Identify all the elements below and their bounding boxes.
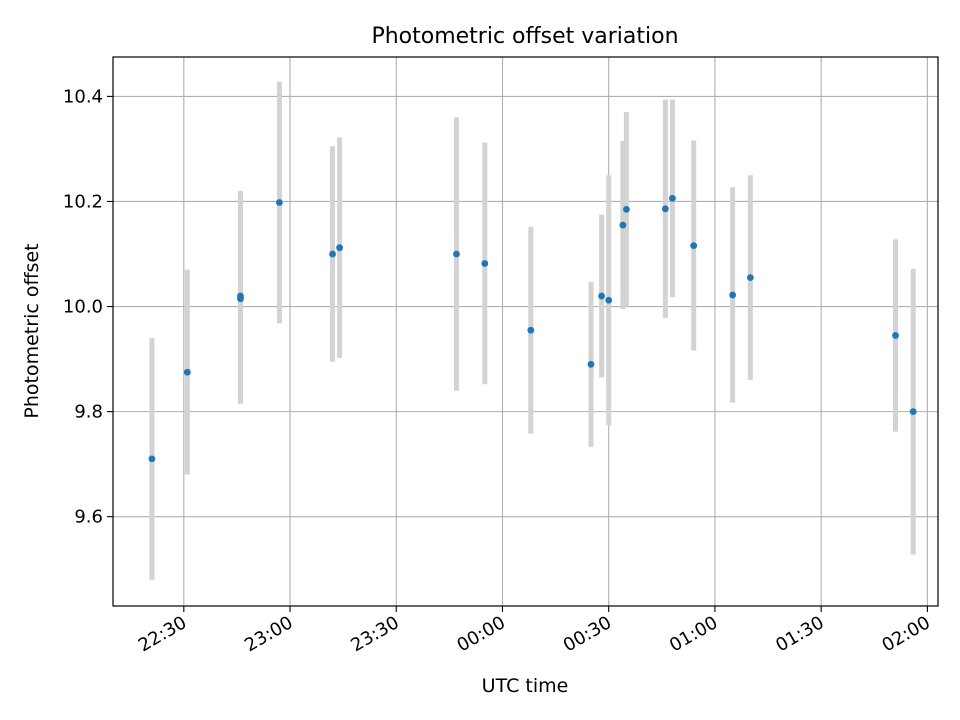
data-point [237,292,244,300]
data-points [148,194,917,463]
x-tick-label: 01:00 [666,612,721,656]
y-tick-label: 10.0 [63,297,103,318]
data-point [892,332,899,339]
chart-title: Photometric offset variation [371,24,678,49]
data-point [661,205,669,213]
y-tick-label: 10.2 [63,191,103,212]
data-point [481,260,489,267]
data-point [605,296,613,304]
x-tick-label: 00:30 [560,612,615,656]
y-axis-label: Photometric offset [21,243,43,418]
x-axis: 22:30 23:00 23:30 00:00 00:30 01:00 01:30 02:00 [135,606,934,656]
data-point [909,408,917,416]
data-point [183,368,191,376]
data-point [623,205,630,213]
x-tick-label: 22:30 [135,612,190,656]
grid [113,57,938,606]
plot-frame [112,56,939,607]
data-point [619,221,627,229]
data-point [729,291,737,299]
data-point [453,250,460,258]
y-tick-label: 9.8 [74,402,103,423]
data-point [598,292,606,300]
x-tick-label: 23:30 [347,612,402,656]
y-axis: 9.6 9.8 10.0 10.2 10.4 [63,86,113,528]
data-point [690,242,698,250]
data-point [336,244,344,252]
y-tick-label: 9.6 [74,507,103,528]
data-point [148,455,156,463]
data-point [746,274,754,282]
x-tick-label: 23:00 [241,612,296,656]
x-tick-label: 02:00 [878,612,933,656]
y-tick-label: 10.4 [63,86,103,107]
x-axis-label: UTC time [482,675,569,697]
data-point [276,199,283,206]
data-point [527,326,535,334]
x-tick-label: 01:30 [772,612,827,656]
x-tick-label: 00:00 [454,612,509,656]
data-point [669,194,676,202]
data-point [587,360,595,368]
data-point [329,250,336,258]
